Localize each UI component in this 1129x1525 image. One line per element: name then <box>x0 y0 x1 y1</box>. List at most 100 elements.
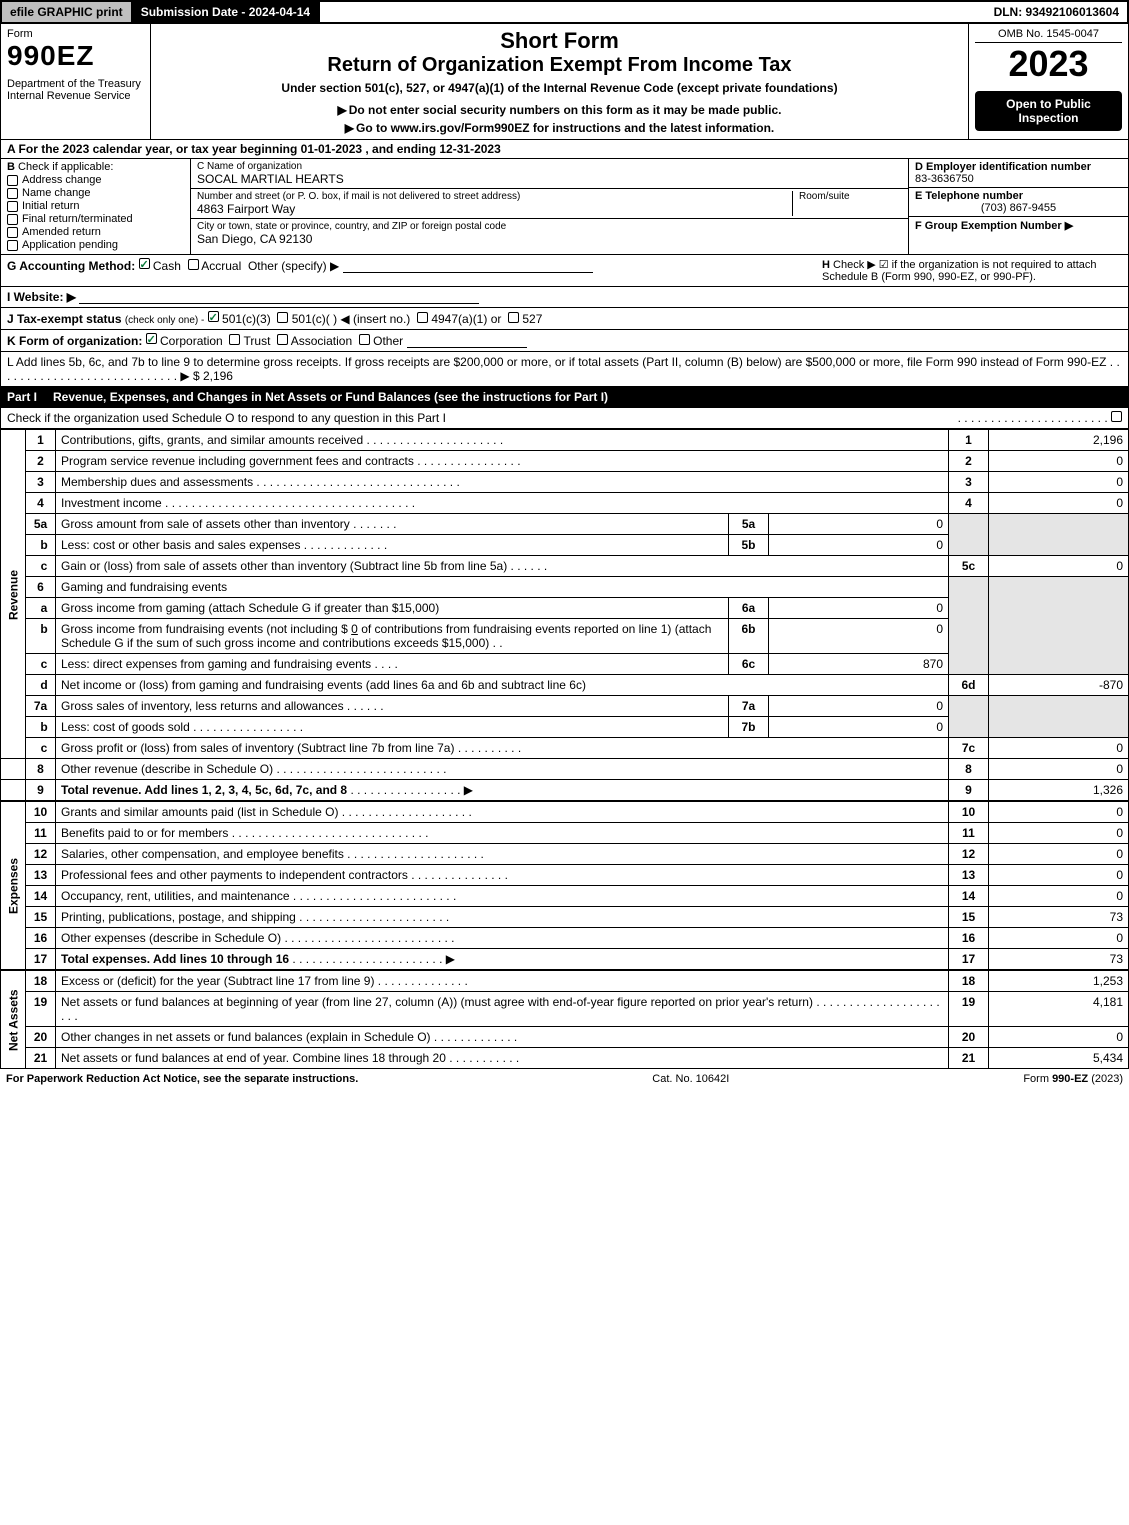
goto-link[interactable]: Go to www.irs.gov/Form990EZ for instruct… <box>157 121 962 135</box>
line-5b-amt: 0 <box>769 535 949 556</box>
cb-address-change[interactable]: Address change <box>7 174 184 186</box>
c-name-label: C Name of organization <box>197 161 902 172</box>
cb-accrual[interactable] <box>188 259 199 270</box>
dln-number: DLN: 93492106013604 <box>986 2 1127 22</box>
line-5c-amt: 0 <box>989 556 1129 577</box>
irs-label: Internal Revenue Service <box>7 90 144 102</box>
section-h: H Check ▶ ☑ if the organization is not r… <box>822 258 1122 283</box>
cb-cash[interactable] <box>139 258 150 269</box>
line-6b-fillin: 0 <box>351 622 358 636</box>
omb-number: OMB No. 1545-0047 <box>975 28 1122 43</box>
short-form-title: Short Form <box>157 28 962 54</box>
other-org-input[interactable] <box>407 336 527 348</box>
footer-left: For Paperwork Reduction Act Notice, see … <box>6 1073 358 1085</box>
cb-name-change[interactable]: Name change <box>7 187 184 199</box>
ein-value: 83-3636750 <box>915 173 1122 185</box>
b-label: Check if applicable: <box>18 161 113 173</box>
org-name: SOCAL MARTIAL HEARTS <box>197 172 902 186</box>
phone-value: (703) 867-9455 <box>915 202 1122 214</box>
section-i: I Website: ▶ <box>0 287 1129 308</box>
form-number: 990EZ <box>7 40 144 72</box>
line-18-amt: 1,253 <box>989 971 1129 992</box>
footer-right: Form 990-EZ (2023) <box>1023 1073 1123 1085</box>
section-b: B Check if applicable: Address change Na… <box>1 159 191 254</box>
cb-amended-return[interactable]: Amended return <box>7 226 184 238</box>
cb-application-pending[interactable]: Application pending <box>7 239 184 251</box>
line-5b-desc: Less: cost or other basis and sales expe… <box>61 538 300 552</box>
net-assets-vlabel: Net Assets <box>1 971 26 1069</box>
cb-501c[interactable] <box>277 312 288 323</box>
line-19-desc: Net assets or fund balances at beginning… <box>61 995 813 1009</box>
revenue-vlabel: Revenue <box>1 430 26 759</box>
form-header: Form 990EZ Department of the Treasury In… <box>0 24 1129 140</box>
other-specify-input[interactable] <box>343 261 593 273</box>
part-i-check: Check if the organization used Schedule … <box>0 408 1129 429</box>
city-state-zip: San Diego, CA 92130 <box>197 232 902 246</box>
line-6c-desc: Less: direct expenses from gaming and fu… <box>61 657 371 671</box>
line-15-desc: Printing, publications, postage, and shi… <box>61 910 296 924</box>
section-l: L Add lines 5b, 6c, and 7b to line 9 to … <box>0 352 1129 387</box>
line-13-desc: Professional fees and other payments to … <box>61 868 408 882</box>
line-2-amt: 0 <box>989 451 1129 472</box>
cb-trust[interactable] <box>229 334 240 345</box>
h-text: Check ▶ ☑ if the organization is not req… <box>822 259 1097 283</box>
cb-corporation[interactable] <box>146 333 157 344</box>
line-20-desc: Other changes in net assets or fund bala… <box>61 1030 431 1044</box>
l-amount: $ 2,196 <box>193 369 233 383</box>
cb-association[interactable] <box>277 334 288 345</box>
cb-final-return[interactable]: Final return/terminated <box>7 213 184 225</box>
efile-print-button[interactable]: efile GRAPHIC print <box>2 2 133 22</box>
phone-label: E Telephone number <box>915 190 1122 202</box>
part-i-check-text: Check if the organization used Schedule … <box>7 411 446 425</box>
line-15-amt: 73 <box>989 907 1129 928</box>
section-c: C Name of organization SOCAL MARTIAL HEA… <box>191 159 908 254</box>
g-label: G Accounting Method: <box>7 259 135 273</box>
line-16-desc: Other expenses (describe in Schedule O) <box>61 931 281 945</box>
line-7a-amt: 0 <box>769 696 949 717</box>
line-19-amt: 4,181 <box>989 992 1129 1027</box>
footer-center: Cat. No. 10642I <box>652 1073 729 1085</box>
l-text: L Add lines 5b, 6c, and 7b to line 9 to … <box>7 355 1106 369</box>
cb-501c3[interactable] <box>208 311 219 322</box>
top-bar: efile GRAPHIC print Submission Date - 20… <box>0 0 1129 24</box>
line-6d-amt: -870 <box>989 675 1129 696</box>
line-4-desc: Investment income <box>61 496 162 510</box>
expenses-vlabel: Expenses <box>1 802 26 970</box>
net-assets-table: Net Assets 18Excess or (deficit) for the… <box>0 970 1129 1069</box>
line-1-desc: Contributions, gifts, grants, and simila… <box>61 433 363 447</box>
line-16-amt: 0 <box>989 928 1129 949</box>
cb-initial-return[interactable]: Initial return <box>7 200 184 212</box>
line-1-amt: 2,196 <box>989 430 1129 451</box>
j-label: J Tax-exempt status <box>7 312 122 326</box>
line-10-amt: 0 <box>989 802 1129 823</box>
line-17-amt: 73 <box>989 949 1129 970</box>
website-input[interactable] <box>79 292 479 304</box>
section-d-e-f: D Employer identification number 83-3636… <box>908 159 1128 254</box>
room-label: Room/suite <box>799 191 902 202</box>
part-i-header: Part I Revenue, Expenses, and Changes in… <box>0 387 1129 408</box>
part-i-label: Part I <box>7 390 37 404</box>
section-j: J Tax-exempt status (check only one) - 5… <box>0 308 1129 330</box>
line-21-desc: Net assets or fund balances at end of ye… <box>61 1051 446 1065</box>
section-k: K Form of organization: Corporation Trus… <box>0 330 1129 352</box>
line-2-desc: Program service revenue including govern… <box>61 454 414 468</box>
page-footer: For Paperwork Reduction Act Notice, see … <box>0 1069 1129 1089</box>
cb-4947[interactable] <box>417 312 428 323</box>
line-6a-desc: Gross income from gaming (attach Schedul… <box>61 601 439 615</box>
line-6-desc: Gaming and fundraising events <box>56 577 949 598</box>
cb-schedule-o[interactable] <box>1111 411 1122 422</box>
line-18-desc: Excess or (deficit) for the year (Subtra… <box>61 974 374 988</box>
ssn-warning: Do not enter social security numbers on … <box>157 103 962 117</box>
submission-date-badge: Submission Date - 2024-04-14 <box>133 2 320 22</box>
warn-text: Do not enter social security numbers on … <box>349 103 782 117</box>
i-label: I Website: ▶ <box>7 290 76 304</box>
return-title: Return of Organization Exempt From Incom… <box>157 54 962 77</box>
tax-year: 2023 <box>975 43 1122 85</box>
cb-527[interactable] <box>508 312 519 323</box>
line-8-desc: Other revenue (describe in Schedule O) <box>61 762 273 776</box>
dept-treasury: Department of the Treasury <box>7 78 144 90</box>
part-i-title: Revenue, Expenses, and Changes in Net As… <box>53 390 608 404</box>
subtitle: Under section 501(c), 527, or 4947(a)(1)… <box>157 81 962 95</box>
cb-other-org[interactable] <box>359 334 370 345</box>
street-label: Number and street (or P. O. box, if mail… <box>197 191 792 202</box>
